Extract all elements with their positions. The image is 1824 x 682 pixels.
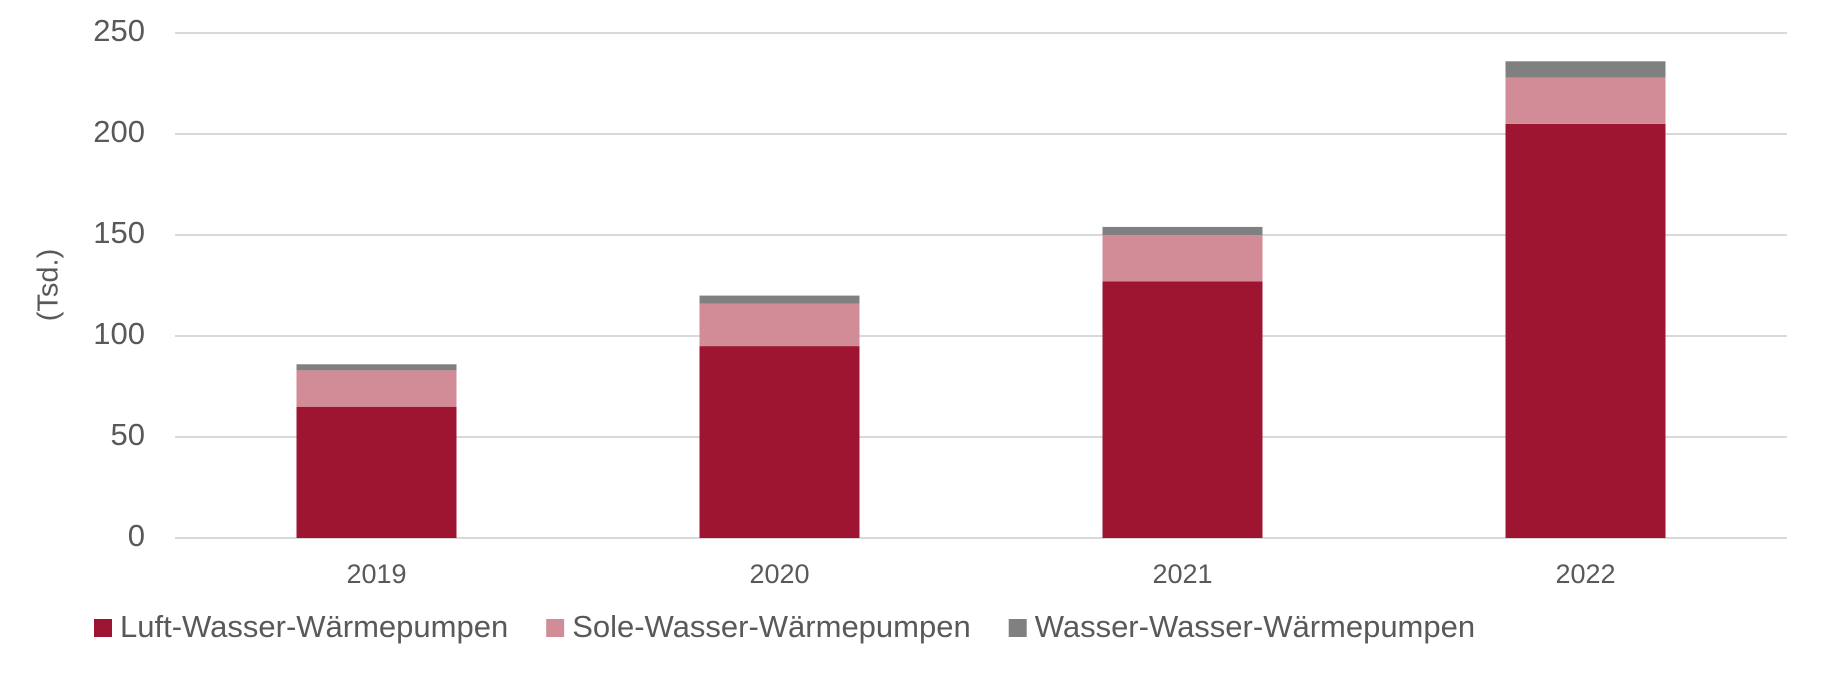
bar-segment [1102,226,1263,235]
y-tick-label: 0 [128,518,145,553]
x-tick-label: 2020 [749,559,809,589]
bar-segment [296,364,457,371]
bar-segment [699,346,860,538]
legend-marker [1008,619,1027,637]
legend-label: Sole-Wasser-Wärmepumpen [572,609,971,644]
x-tick-label: 2019 [346,559,406,589]
y-tick-label: 100 [93,316,145,351]
x-tick-label: 2021 [1152,559,1212,589]
y-tick-label: 250 [93,13,145,48]
x-tick-label: 2022 [1555,559,1615,589]
legend-label: Luft-Wasser-Wärmepumpen [120,609,508,644]
y-tick-label: 150 [93,215,145,250]
legend-marker [546,619,565,637]
y-tick-label: 200 [93,114,145,149]
bar-segment [699,303,860,347]
bar-segment [296,370,457,407]
bar-segment [296,406,457,538]
y-tick-label: 50 [111,417,145,452]
bar-segment [1102,235,1263,282]
bar-segment [1505,77,1666,124]
bar-segment [1505,123,1666,539]
bar-segment [1505,61,1666,78]
legend-label: Wasser-Wasser-Wärmepumpen [1035,609,1475,644]
y-axis-label: (Tsd.) [33,249,65,322]
bar-segment [699,295,860,304]
legend-marker [94,619,112,637]
bar-segment [1102,281,1263,538]
